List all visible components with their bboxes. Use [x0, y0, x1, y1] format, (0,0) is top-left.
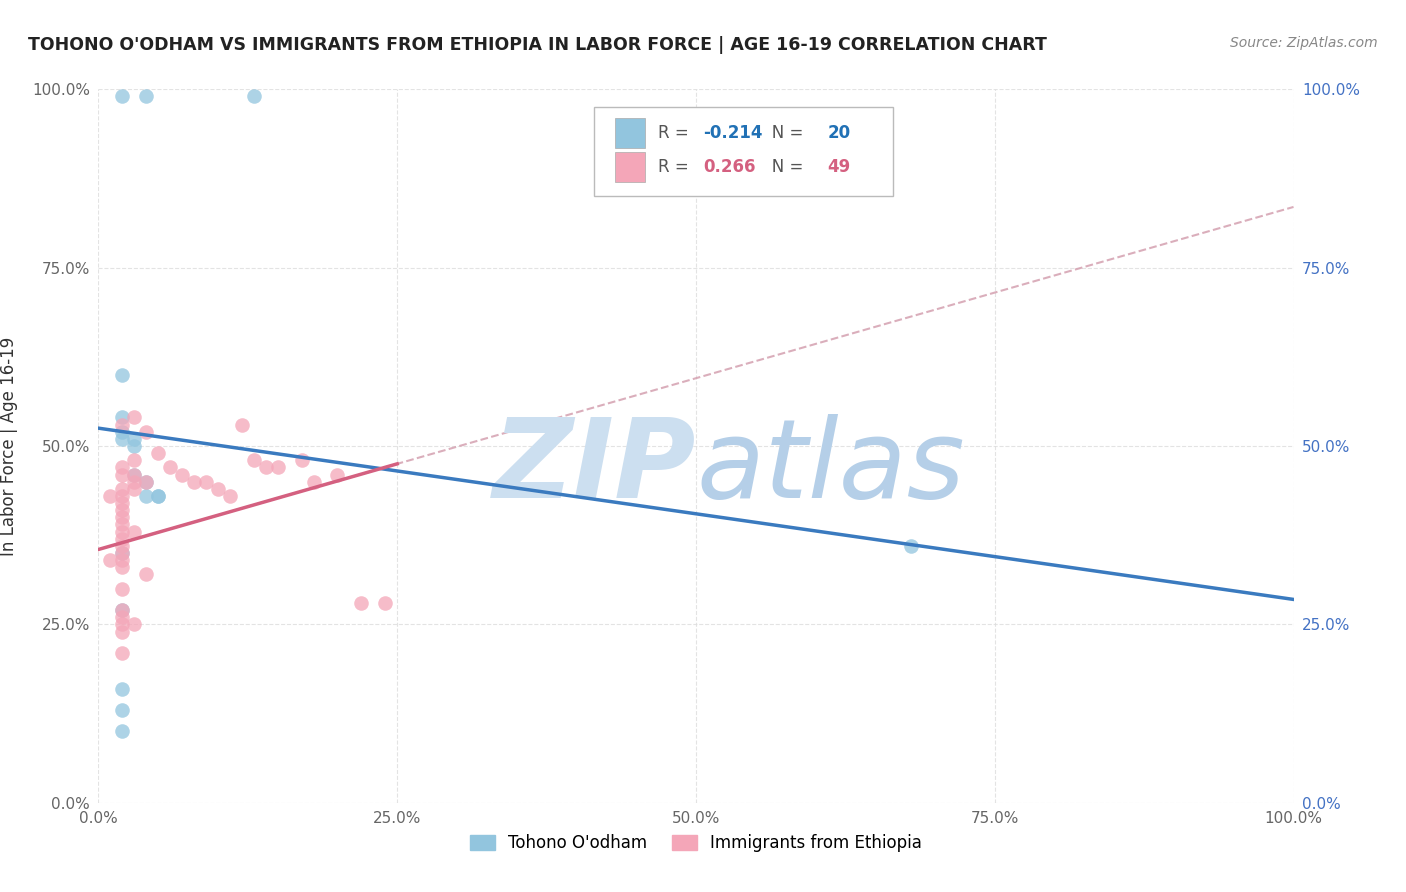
- Point: [111, 503, 134, 517]
- Point: [111, 517, 134, 532]
- Point: [124, 617, 146, 632]
- Point: [124, 453, 146, 467]
- Point: [111, 553, 134, 567]
- Point: [148, 446, 170, 460]
- Point: [219, 489, 242, 503]
- Point: [111, 681, 134, 696]
- Point: [111, 624, 134, 639]
- Point: [195, 475, 218, 489]
- Text: Source: ZipAtlas.com: Source: ZipAtlas.com: [1230, 36, 1378, 50]
- Text: atlas: atlas: [696, 414, 965, 521]
- Point: [111, 467, 134, 482]
- Point: [111, 582, 134, 596]
- Text: R =: R =: [658, 125, 693, 143]
- Point: [135, 425, 157, 439]
- Point: [111, 560, 134, 574]
- Point: [291, 453, 314, 467]
- Point: [111, 432, 134, 446]
- Point: [111, 603, 134, 617]
- Point: [900, 539, 922, 553]
- Point: [350, 596, 373, 610]
- Point: [111, 482, 134, 496]
- Point: [111, 410, 134, 425]
- Text: N =: N =: [756, 125, 808, 143]
- Point: [135, 89, 157, 103]
- Point: [111, 546, 134, 560]
- Point: [267, 460, 290, 475]
- Legend: Tohono O'odham, Immigrants from Ethiopia: Tohono O'odham, Immigrants from Ethiopia: [463, 828, 929, 859]
- Point: [111, 524, 134, 539]
- Point: [111, 539, 134, 553]
- Y-axis label: In Labor Force | Age 16-19: In Labor Force | Age 16-19: [0, 336, 18, 556]
- Point: [183, 475, 205, 489]
- Point: [111, 460, 134, 475]
- Point: [124, 524, 146, 539]
- Text: TOHONO O'ODHAM VS IMMIGRANTS FROM ETHIOPIA IN LABOR FORCE | AGE 16-19 CORRELATIO: TOHONO O'ODHAM VS IMMIGRANTS FROM ETHIOP…: [28, 36, 1047, 54]
- Text: 20: 20: [827, 125, 851, 143]
- Text: R =: R =: [658, 158, 693, 176]
- Text: N =: N =: [756, 158, 808, 176]
- Point: [111, 546, 134, 560]
- Point: [111, 603, 134, 617]
- Point: [326, 467, 349, 482]
- Point: [111, 489, 134, 503]
- Point: [124, 432, 146, 446]
- Text: ZIP: ZIP: [492, 414, 696, 521]
- Point: [231, 417, 253, 432]
- Point: [243, 89, 266, 103]
- Point: [124, 410, 146, 425]
- Point: [135, 489, 157, 503]
- Point: [207, 482, 229, 496]
- Point: [111, 724, 134, 739]
- Point: [111, 89, 134, 103]
- Point: [111, 532, 134, 546]
- Bar: [614, 152, 644, 182]
- Point: [374, 596, 396, 610]
- FancyBboxPatch shape: [595, 107, 893, 196]
- Point: [111, 510, 134, 524]
- Point: [98, 553, 122, 567]
- Point: [111, 646, 134, 660]
- Text: 49: 49: [827, 158, 851, 176]
- Point: [302, 475, 325, 489]
- Bar: [614, 119, 644, 148]
- Point: [111, 368, 134, 382]
- Point: [124, 482, 146, 496]
- Point: [111, 610, 134, 624]
- Point: [111, 617, 134, 632]
- Point: [111, 417, 134, 432]
- Point: [148, 489, 170, 503]
- Point: [124, 467, 146, 482]
- Point: [148, 489, 170, 503]
- Point: [98, 489, 122, 503]
- Text: 0.266: 0.266: [703, 158, 755, 176]
- Point: [254, 460, 277, 475]
- Point: [124, 439, 146, 453]
- Point: [124, 467, 146, 482]
- Point: [111, 496, 134, 510]
- Point: [172, 467, 194, 482]
- Point: [111, 703, 134, 717]
- Point: [159, 460, 181, 475]
- Point: [111, 425, 134, 439]
- Point: [124, 475, 146, 489]
- Point: [135, 475, 157, 489]
- Point: [135, 567, 157, 582]
- Point: [243, 453, 266, 467]
- Point: [135, 475, 157, 489]
- Text: -0.214: -0.214: [703, 125, 762, 143]
